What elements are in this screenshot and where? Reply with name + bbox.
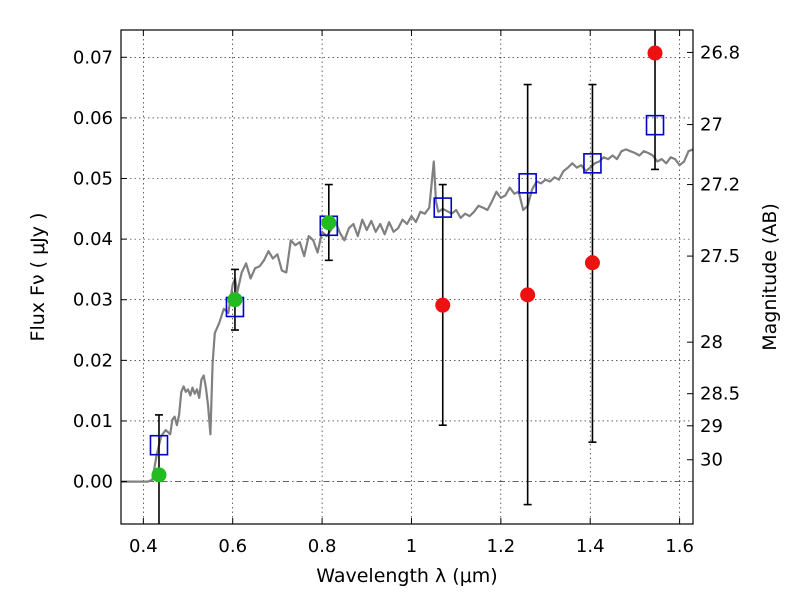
y-tick-label-right: 26.8	[700, 42, 740, 63]
model-square-marker	[583, 153, 602, 174]
model-square-marker	[645, 114, 665, 136]
y-tick-label-right: 29	[700, 416, 723, 437]
x-tick-label: 1.2	[487, 536, 516, 557]
model-square-marker	[518, 173, 537, 194]
y-tick-label-right: 28.5	[700, 384, 740, 405]
y-tick-label-left: 0.04	[73, 229, 113, 250]
detection-point	[321, 215, 337, 231]
y-tick-label-left: 0.03	[73, 290, 113, 311]
model-square-marker	[149, 434, 169, 456]
y-axis-label-left: Flux Fν ( μJy )	[27, 213, 49, 342]
x-tick-label: 1.4	[576, 536, 605, 557]
y-tick-label-left: 0.00	[73, 472, 113, 493]
y-tick-label-left: 0.06	[73, 108, 113, 129]
x-tick-label: 1.6	[665, 536, 694, 557]
y-tick-label-right: 27.2	[700, 175, 740, 196]
x-tick-label: 0.4	[129, 536, 158, 557]
model-square-marker	[433, 197, 453, 218]
plot-frame	[120, 29, 694, 525]
y-tick-label-right: 27	[700, 115, 723, 136]
axis-ticks: 0.4 0.6 0.8 1 1.2 1.4 1.6 0.00 0.01 0.02 0.03 0.04 0…	[73, 30, 740, 557]
detection-point	[227, 292, 243, 308]
y-tick-label-left: 0.05	[73, 169, 113, 190]
upper-limit-point	[584, 255, 600, 271]
y-tick-label-right: 27.5	[700, 246, 740, 267]
upper-limit-point	[647, 45, 663, 61]
plot-area	[121, 30, 693, 524]
x-tick-label: 0.6	[218, 536, 247, 557]
y-tick-label-right: 28	[700, 332, 723, 353]
y-tick-label-left: 0.07	[73, 47, 113, 68]
upper-limit-point	[520, 287, 536, 303]
y-tick-label-left: 0.01	[73, 411, 113, 432]
x-axis-label: Wavelength λ (μm)	[316, 565, 497, 587]
x-tick-label: 1	[406, 536, 417, 557]
y-axis-label-right: Magnitude (AB)	[759, 203, 781, 351]
x-tick-label: 0.8	[308, 536, 337, 557]
y-tick-label-right: 30	[700, 450, 723, 471]
detection-point	[151, 467, 167, 483]
upper-limit-point	[435, 297, 451, 313]
y-tick-label-left: 0.02	[73, 350, 113, 371]
